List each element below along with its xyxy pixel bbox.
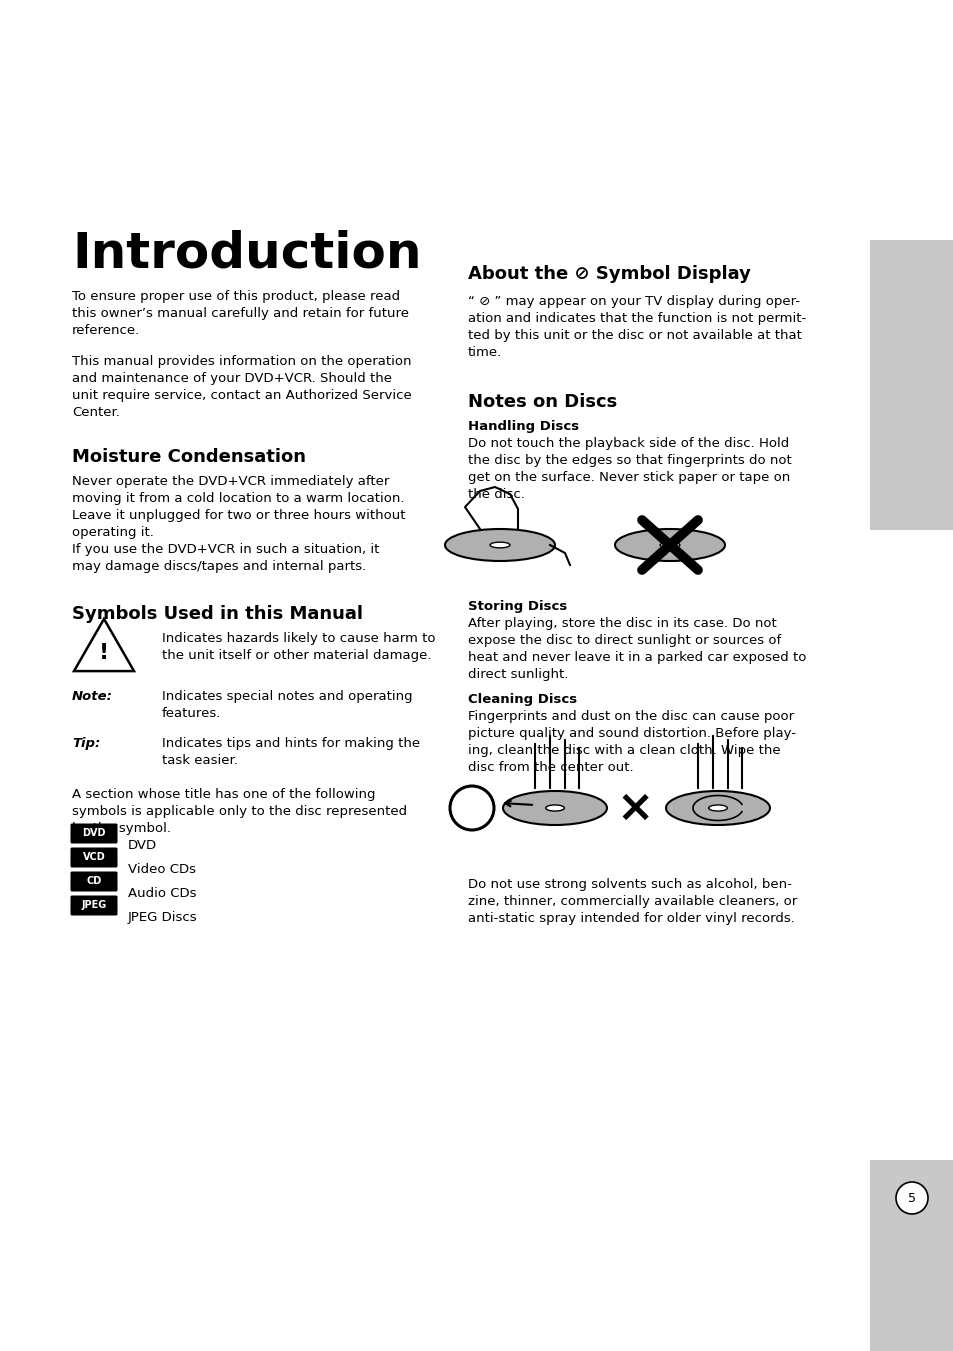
Ellipse shape [502, 790, 606, 825]
Text: !: ! [99, 643, 109, 663]
Text: Notes on Discs: Notes on Discs [468, 393, 617, 411]
Polygon shape [74, 619, 133, 671]
Circle shape [895, 1182, 927, 1215]
Text: Do not use strong solvents such as alcohol, ben-
zine, thinner, commercially ava: Do not use strong solvents such as alcoh… [468, 878, 797, 925]
Text: Never operate the DVD+VCR immediately after
moving it from a cold location to a : Never operate the DVD+VCR immediately af… [71, 476, 405, 573]
Ellipse shape [444, 530, 555, 561]
Circle shape [450, 786, 494, 830]
Text: 5: 5 [907, 1192, 915, 1205]
Text: Indicates hazards likely to cause harm to
the unit itself or other material dama: Indicates hazards likely to cause harm t… [162, 632, 435, 662]
Bar [869, 1161, 953, 1351]
Text: ×: × [616, 786, 653, 830]
Text: About the ⊘ Symbol Display: About the ⊘ Symbol Display [468, 265, 750, 282]
Text: JPEG: JPEG [81, 901, 107, 911]
Text: To ensure proper use of this product, please read
this owner’s manual carefully : To ensure proper use of this product, pl… [71, 290, 409, 336]
Text: After playing, store the disc in its case. Do not
expose the disc to direct sunl: After playing, store the disc in its cas… [468, 617, 805, 681]
Ellipse shape [545, 805, 564, 811]
Bar [869, 240, 953, 530]
Text: Video CDs: Video CDs [128, 863, 195, 875]
Text: “ ⊘ ” may appear on your TV display during oper-
ation and indicates that the fu: “ ⊘ ” may appear on your TV display duri… [468, 295, 805, 359]
Text: DVD: DVD [82, 828, 106, 839]
Text: CD: CD [87, 877, 102, 886]
Text: Fingerprints and dust on the disc can cause poor
picture quality and sound disto: Fingerprints and dust on the disc can ca… [468, 711, 795, 774]
Ellipse shape [490, 542, 509, 549]
FancyBboxPatch shape [71, 896, 117, 916]
Text: Indicates tips and hints for making the
task easier.: Indicates tips and hints for making the … [162, 738, 419, 767]
FancyBboxPatch shape [71, 871, 117, 892]
Ellipse shape [665, 790, 769, 825]
Text: VCD: VCD [83, 852, 105, 862]
Text: Introduction: Introduction [71, 230, 421, 278]
Text: Storing Discs: Storing Discs [468, 600, 567, 613]
Text: Handling Discs: Handling Discs [468, 420, 578, 434]
Text: Moisture Condensation: Moisture Condensation [71, 449, 306, 466]
Text: Indicates special notes and operating
features.: Indicates special notes and operating fe… [162, 690, 413, 720]
Text: DVD: DVD [128, 839, 157, 852]
Text: This manual provides information on the operation
and maintenance of your DVD+VC: This manual provides information on the … [71, 355, 412, 419]
Text: A section whose title has one of the following
symbols is applicable only to the: A section whose title has one of the fol… [71, 788, 407, 835]
FancyBboxPatch shape [71, 824, 117, 843]
Text: Do not touch the playback side of the disc. Hold
the disc by the edges so that f: Do not touch the playback side of the di… [468, 436, 791, 501]
Text: Audio CDs: Audio CDs [128, 888, 196, 900]
Text: Note:: Note: [71, 690, 112, 703]
Text: Cleaning Discs: Cleaning Discs [468, 693, 577, 707]
Text: Symbols Used in this Manual: Symbols Used in this Manual [71, 605, 363, 623]
Ellipse shape [708, 805, 726, 811]
Ellipse shape [615, 530, 724, 561]
Ellipse shape [659, 542, 679, 549]
FancyBboxPatch shape [71, 847, 117, 867]
Text: Tip:: Tip: [71, 738, 100, 750]
Text: JPEG Discs: JPEG Discs [128, 911, 197, 924]
